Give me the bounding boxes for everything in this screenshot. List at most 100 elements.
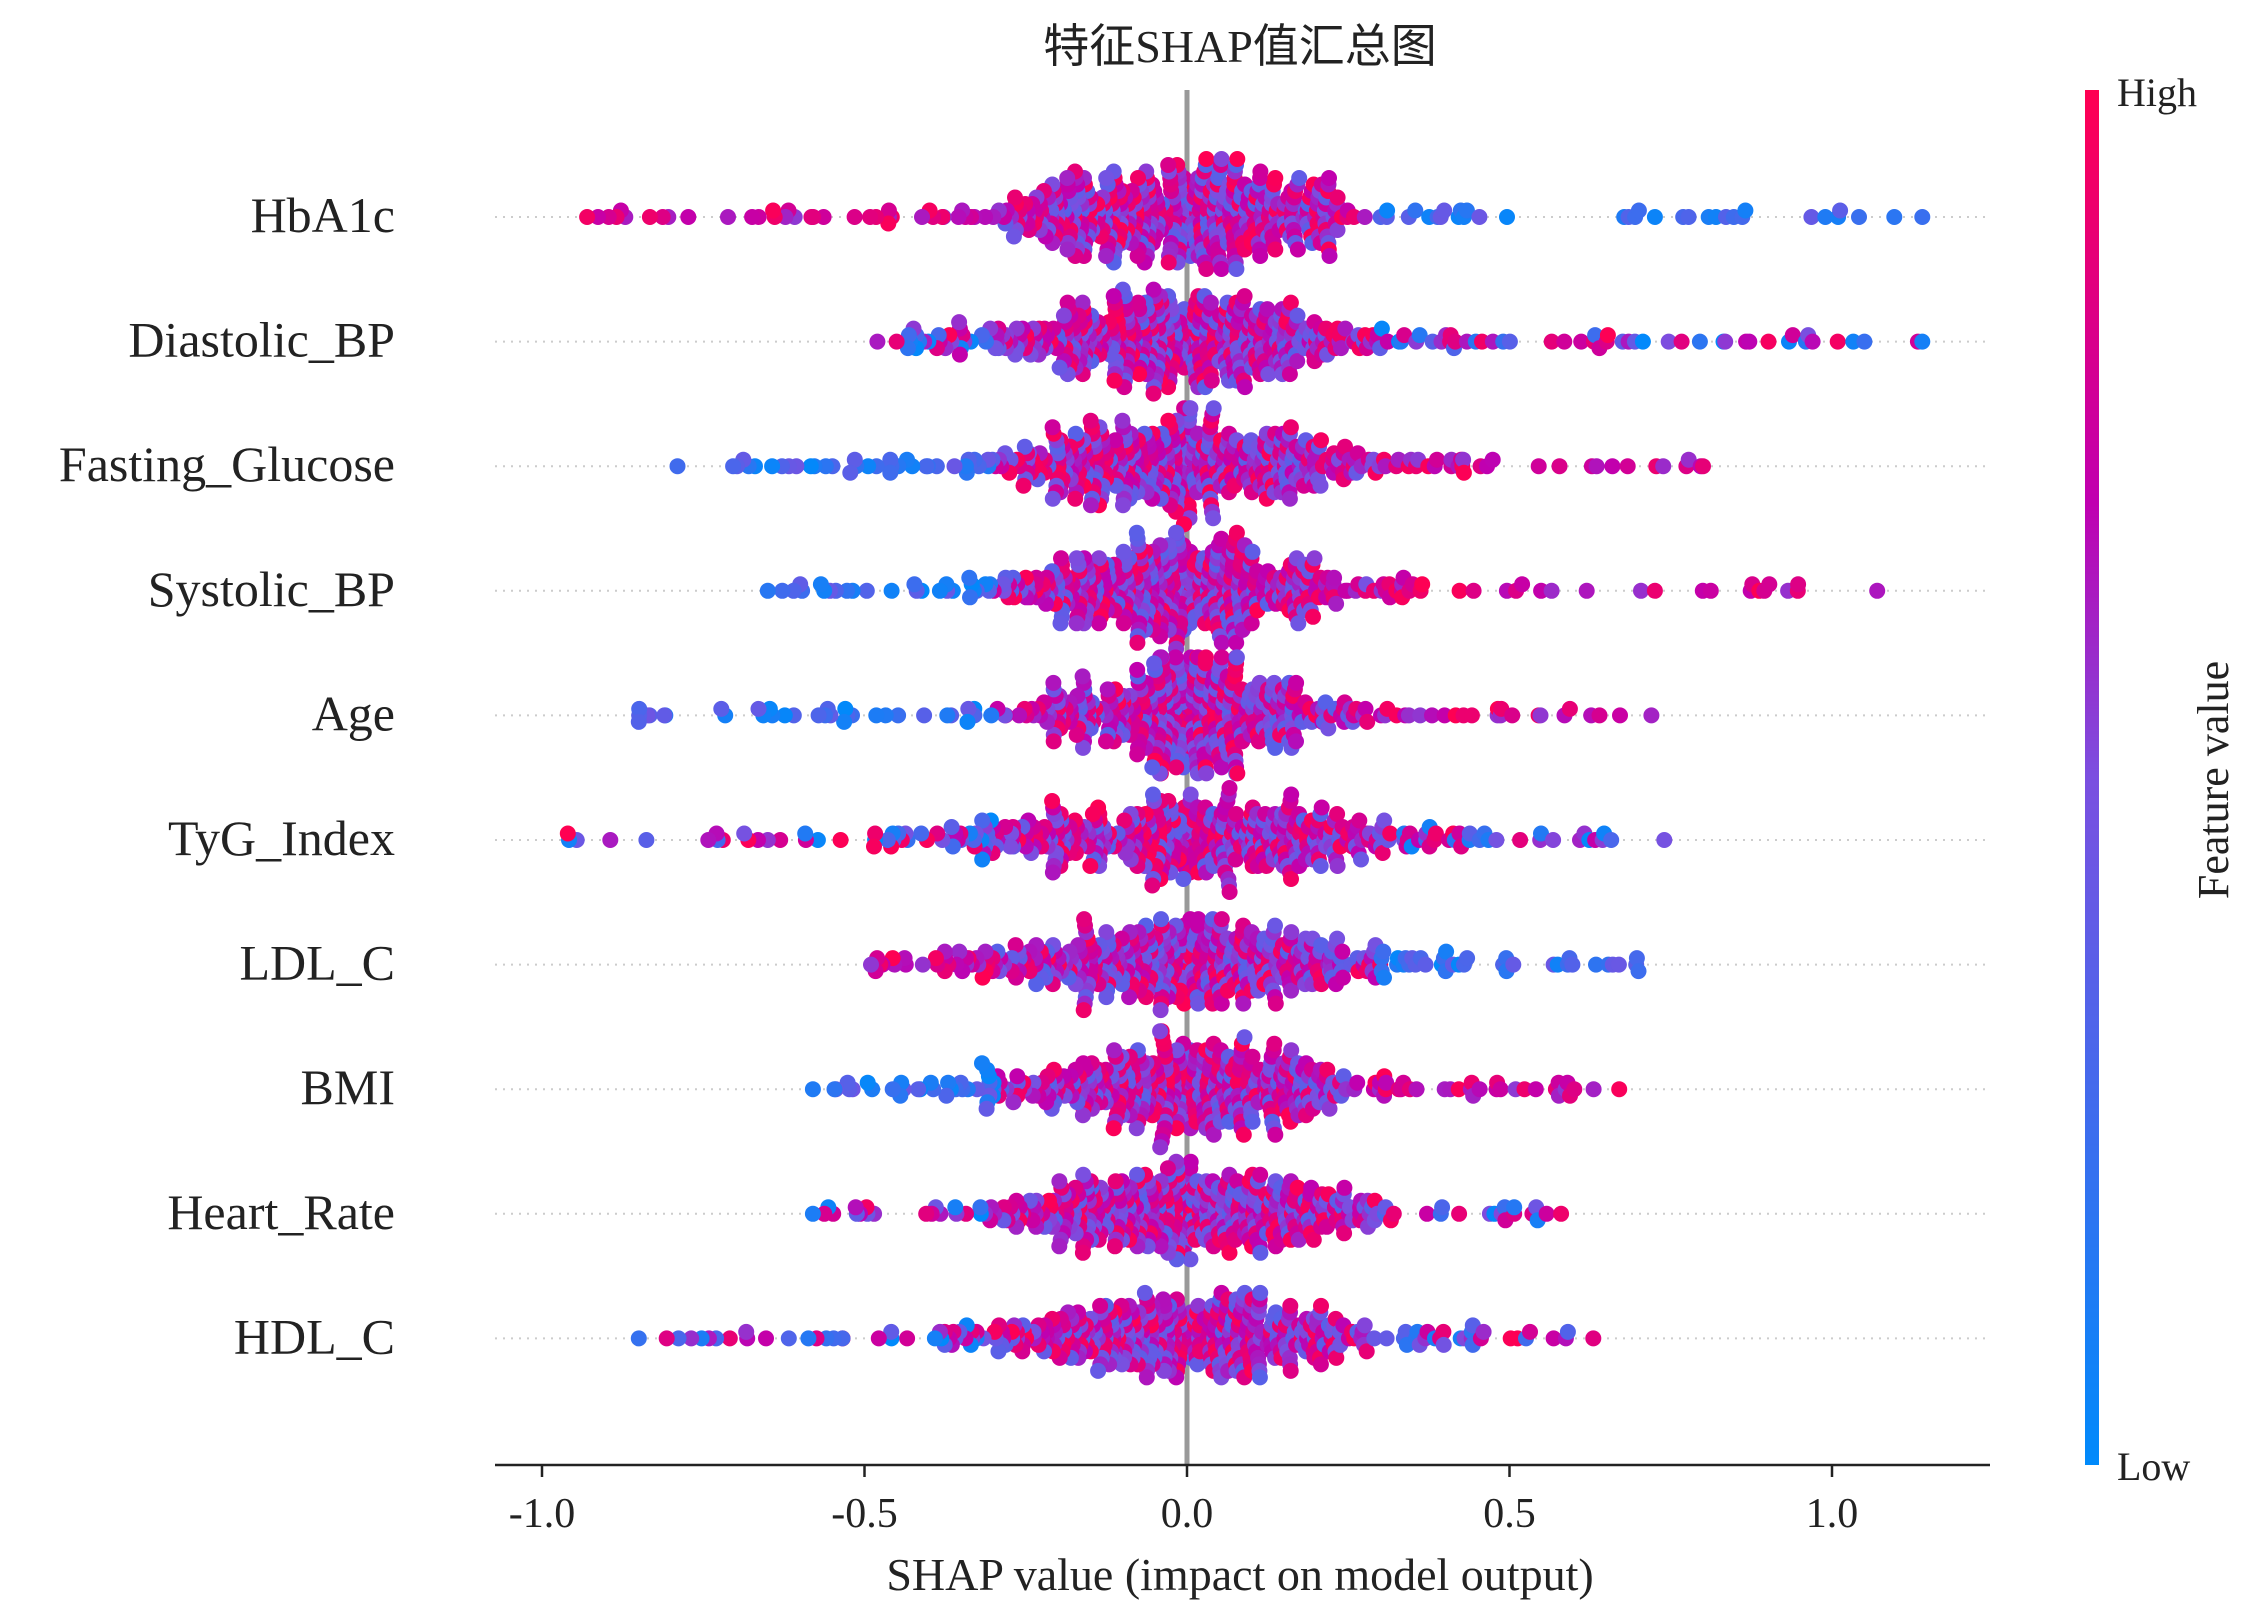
shap-dot	[1168, 759, 1185, 776]
shap-dot	[931, 582, 948, 599]
shap-dot	[1312, 858, 1329, 874]
shap-dot	[1564, 956, 1581, 973]
shap-dot	[1379, 333, 1396, 350]
shap-dot	[1106, 372, 1123, 389]
shap-dot	[1129, 248, 1146, 264]
shap-dot	[1282, 1362, 1299, 1379]
shap-dot	[1321, 170, 1337, 186]
shap-dot	[1484, 451, 1501, 468]
shap-dot	[1198, 261, 1215, 277]
shap-dot	[1459, 950, 1476, 967]
shap-dot	[826, 1081, 843, 1098]
shap-dot	[1289, 241, 1306, 258]
shap-dot	[750, 700, 767, 717]
shap-dot	[882, 451, 899, 468]
shap-dot	[1435, 1336, 1452, 1353]
shap-dot	[1312, 477, 1329, 494]
shap-dot	[1660, 333, 1677, 350]
shap-dot	[1646, 582, 1663, 599]
feature-label: Heart_Rate	[167, 1184, 395, 1240]
shap-dot	[1610, 956, 1627, 973]
shap-dot	[1556, 333, 1573, 350]
shap-dot	[870, 1330, 887, 1347]
shap-dot	[1007, 189, 1023, 206]
feature-label: LDL_C	[239, 935, 395, 991]
shap-dot	[1378, 1330, 1395, 1347]
shap-dot	[959, 713, 976, 730]
shap-dot	[914, 209, 930, 225]
shap-dot	[1612, 707, 1628, 724]
shap-dot	[1145, 786, 1161, 803]
shap-dot	[1092, 1297, 1109, 1314]
shap-dot	[880, 215, 897, 232]
shap-dot	[1419, 1205, 1435, 1222]
shap-dot	[1090, 1362, 1107, 1379]
shap-dot	[1144, 759, 1161, 776]
shap-dot	[1091, 615, 1107, 632]
shap-dot	[860, 458, 877, 475]
shap-dot	[858, 582, 875, 599]
shap-dot	[868, 707, 885, 724]
shap-dot	[1205, 400, 1222, 417]
shap-dot	[842, 464, 859, 481]
shap-dot	[1074, 668, 1091, 685]
shap-dot	[1260, 366, 1277, 383]
shap-dot	[1146, 655, 1163, 672]
shap-dot	[1115, 615, 1132, 632]
shap-dot	[883, 582, 900, 599]
shap-dot	[1451, 1205, 1468, 1222]
shap-dot	[1337, 320, 1354, 337]
shap-dot	[630, 713, 647, 730]
shap-dot	[1803, 209, 1820, 225]
shap-dot	[880, 202, 897, 219]
shap-dot	[1553, 1205, 1570, 1222]
shap-dot	[1252, 163, 1269, 180]
shap-dot	[950, 209, 967, 225]
shap-dot	[1282, 419, 1299, 436]
shap-dot	[1673, 333, 1690, 350]
shap-dot	[658, 1330, 675, 1347]
shap-dot	[1055, 307, 1072, 324]
shap-dot	[913, 825, 930, 842]
shap-dot	[1643, 707, 1660, 724]
shap-dot	[1228, 649, 1245, 666]
shap-dot	[1160, 412, 1177, 429]
shap-dot	[1044, 419, 1061, 436]
shap-dot	[906, 576, 923, 593]
shap-dot	[1082, 412, 1099, 429]
shap-dot	[983, 707, 1000, 724]
shap-dot	[1737, 202, 1754, 219]
shap-dot	[910, 1081, 927, 1098]
shap-dot	[804, 1081, 821, 1098]
shap-dot	[1373, 320, 1390, 337]
colorbar	[2085, 90, 2099, 1465]
shap-dot	[1045, 733, 1062, 750]
shap-dot	[1267, 241, 1284, 258]
shap-dot	[974, 1055, 990, 1072]
feature-labels: HbA1cDiastolic_BPFasting_GlucoseSystolic…	[59, 187, 395, 1364]
shap-dot	[1375, 943, 1392, 960]
shap-dot	[1202, 294, 1219, 311]
feature-label: Age	[312, 685, 395, 741]
shap-dot	[1129, 634, 1146, 651]
shap-dot	[1236, 379, 1253, 396]
shap-dot	[1856, 333, 1873, 350]
shap-dot	[1252, 1166, 1269, 1183]
shap-dot	[1611, 1081, 1628, 1098]
shap-dot	[1465, 582, 1482, 599]
shap-dot	[1604, 458, 1621, 475]
chart-title: 特征SHAP值汇总图	[1043, 21, 1437, 72]
shap-dot	[1451, 582, 1468, 599]
shap-dot	[1051, 359, 1068, 376]
shap-dot	[899, 1330, 916, 1347]
shap-dot	[978, 1100, 995, 1117]
shap-dot	[1506, 1199, 1523, 1216]
shap-dot	[1228, 524, 1245, 541]
shap-dot	[1447, 333, 1464, 350]
shap-dot	[1551, 458, 1568, 475]
shap-dot	[1359, 713, 1376, 730]
shap-dot	[559, 825, 576, 842]
shap-dot	[1514, 576, 1531, 593]
shap-dot	[1333, 340, 1349, 357]
